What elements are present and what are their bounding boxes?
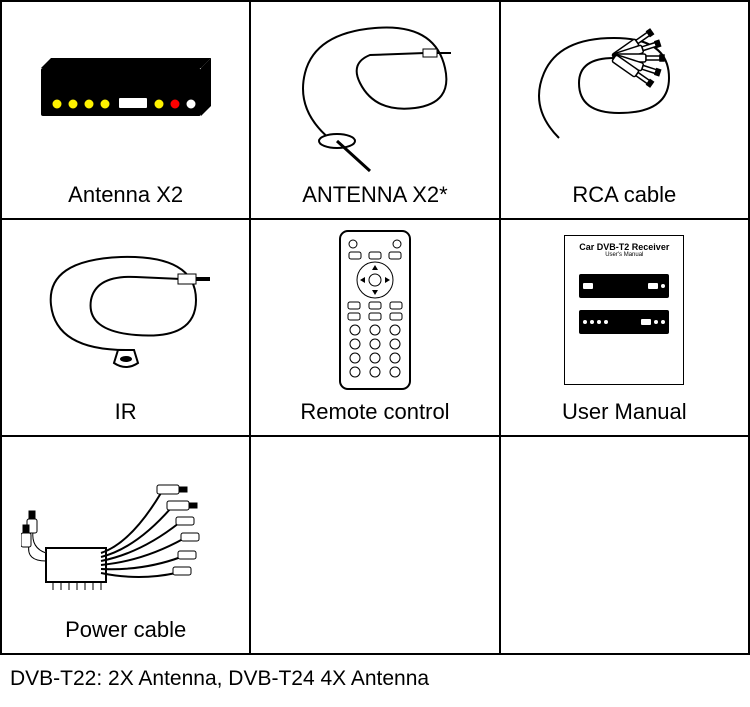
manual-title: Car DVB-T2 Receiver: [579, 242, 669, 252]
cell-antenna-wire: ANTENNA X2*: [250, 1, 499, 219]
label-tuner-box: Antenna X2: [68, 176, 183, 210]
power-cable-icon: [10, 445, 241, 611]
cell-remote: Remote control: [250, 219, 499, 437]
remote-icon: [259, 228, 490, 394]
tuner-box-icon: [10, 10, 241, 176]
cell-power-cable: Power cable: [1, 436, 250, 654]
rca-cable-icon: [509, 10, 740, 176]
cell-rca-cable: RCA cable: [500, 1, 749, 219]
footer-note: DVB-T22: 2X Antenna, DVB-T24 4X Antenna: [0, 655, 750, 703]
label-antenna-wire: ANTENNA X2*: [302, 176, 448, 210]
cell-tuner-box: Antenna X2: [1, 1, 250, 219]
label-power-cable: Power cable: [65, 611, 186, 645]
cell-empty-1: [250, 436, 499, 654]
cell-ir: IR: [1, 219, 250, 437]
cell-empty-2: [500, 436, 749, 654]
cell-manual: Car DVB-T2 Receiver User's Manual User M…: [500, 219, 749, 437]
antenna-wire-icon: [259, 10, 490, 176]
label-remote: Remote control: [300, 393, 449, 427]
manual-icon: Car DVB-T2 Receiver User's Manual: [509, 228, 740, 394]
label-ir: IR: [115, 393, 137, 427]
accessories-grid: Antenna X2 ANTENNA X2*: [0, 0, 750, 655]
ir-cable-icon: [10, 228, 241, 394]
label-manual: User Manual: [562, 393, 687, 427]
label-rca-cable: RCA cable: [572, 176, 676, 210]
manual-subtitle: User's Manual: [605, 252, 643, 258]
